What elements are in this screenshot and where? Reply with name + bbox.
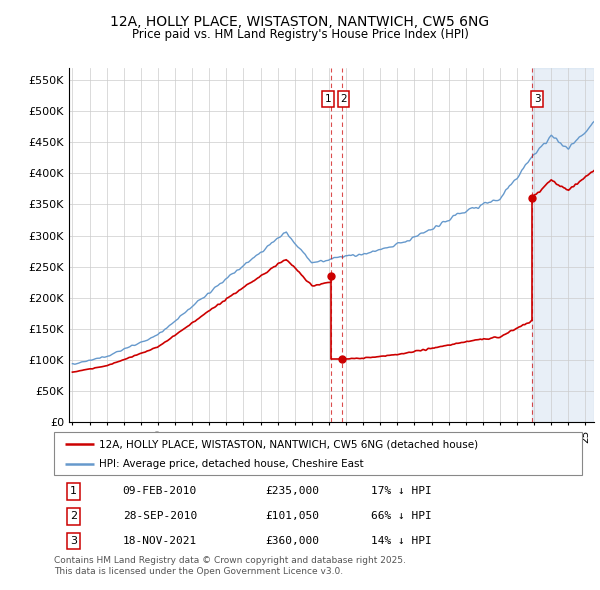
- Text: 12A, HOLLY PLACE, WISTASTON, NANTWICH, CW5 6NG: 12A, HOLLY PLACE, WISTASTON, NANTWICH, C…: [110, 15, 490, 29]
- Text: Price paid vs. HM Land Registry's House Price Index (HPI): Price paid vs. HM Land Registry's House …: [131, 28, 469, 41]
- Text: 3: 3: [70, 536, 77, 546]
- Text: Contains HM Land Registry data © Crown copyright and database right 2025.
This d: Contains HM Land Registry data © Crown c…: [54, 556, 406, 576]
- Text: 1: 1: [325, 94, 331, 104]
- Text: 09-FEB-2010: 09-FEB-2010: [122, 487, 197, 497]
- Text: 17% ↓ HPI: 17% ↓ HPI: [371, 487, 431, 497]
- Text: 18-NOV-2021: 18-NOV-2021: [122, 536, 197, 546]
- Text: £360,000: £360,000: [265, 536, 319, 546]
- Text: 14% ↓ HPI: 14% ↓ HPI: [371, 536, 431, 546]
- Text: 66% ↓ HPI: 66% ↓ HPI: [371, 512, 431, 522]
- Text: £235,000: £235,000: [265, 487, 319, 497]
- Text: 2: 2: [70, 512, 77, 522]
- Text: HPI: Average price, detached house, Cheshire East: HPI: Average price, detached house, Ches…: [99, 460, 364, 469]
- Bar: [532, 68, 594, 422]
- Text: 12A, HOLLY PLACE, WISTASTON, NANTWICH, CW5 6NG (detached house): 12A, HOLLY PLACE, WISTASTON, NANTWICH, C…: [99, 440, 478, 450]
- Text: 1: 1: [70, 487, 77, 497]
- Text: 28-SEP-2010: 28-SEP-2010: [122, 512, 197, 522]
- Text: 3: 3: [534, 94, 541, 104]
- Text: 2: 2: [340, 94, 347, 104]
- Text: £101,050: £101,050: [265, 512, 319, 522]
